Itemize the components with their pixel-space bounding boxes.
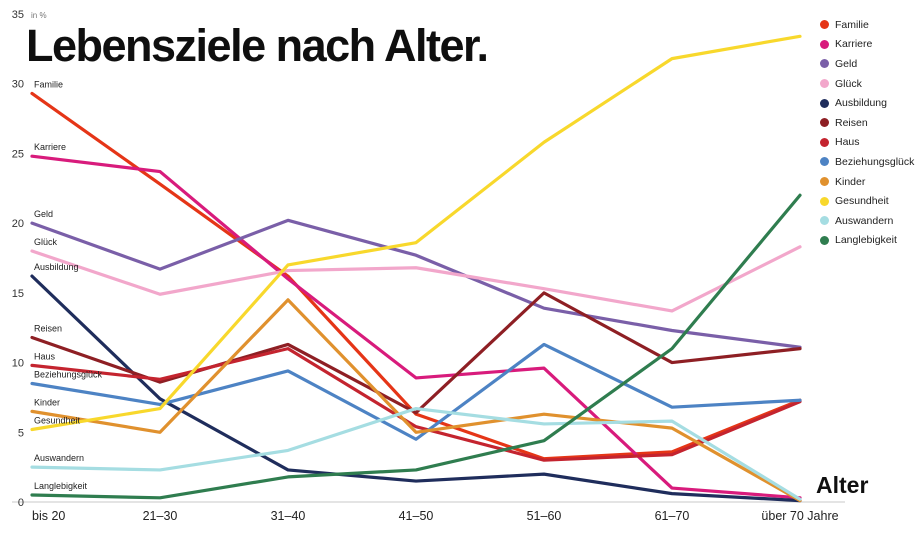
chart-title: Lebensziele nach Alter. (26, 20, 489, 71)
x-tick-label: 51–60 (527, 509, 562, 523)
legend-dot-beziehungsglck (820, 157, 829, 167)
y-axis-unit: in % (31, 11, 47, 20)
x-tick-label: bis 20 (32, 509, 65, 523)
x-tick-label: 61–70 (655, 509, 690, 523)
series-start-label-glck: Glück (34, 237, 58, 247)
x-tick-label: über 70 Jahre (761, 509, 838, 523)
legend-item-haus: Haus (820, 133, 914, 153)
x-tick-label: 41–50 (399, 509, 434, 523)
y-tick-label: 30 (12, 79, 24, 91)
series-start-label-haus: Haus (34, 351, 56, 361)
legend: Familie Karriere Geld Glück Ausbildung Reisen… (820, 15, 914, 250)
series-start-label-reisen: Reisen (34, 323, 62, 333)
legend-label-ausbildung: Ausbildung (835, 97, 887, 110)
series-start-label-gesundheit: Gesundheit (34, 415, 81, 425)
line-beziehungsglck (30, 342, 802, 441)
line-reisen (30, 291, 802, 415)
legend-label-kinder: Kinder (835, 175, 866, 188)
legend-dot-haus (820, 137, 829, 147)
series-start-label-auswandern: Auswandern (34, 453, 84, 463)
series-start-label-geld: Geld (34, 209, 53, 219)
line-auswandern (30, 406, 802, 501)
series-start-label-ausbildung: Ausbildung (34, 262, 79, 272)
series-start-label-karriere: Karriere (34, 142, 66, 152)
y-tick-label: 35 (12, 9, 24, 21)
legend-dot-langlebigkeit (820, 235, 829, 245)
legend-dot-reisen (820, 118, 829, 128)
legend-dot-glck (820, 79, 829, 89)
legend-label-haus: Haus (835, 136, 860, 149)
line-gesundheit (30, 34, 802, 432)
line-langlebigkeit (30, 193, 802, 500)
legend-item-kinder: Kinder (820, 172, 914, 192)
line-glck (30, 245, 802, 313)
legend-dot-gesundheit (820, 196, 829, 206)
legend-dot-kinder (820, 177, 829, 187)
y-tick-label: 10 (12, 358, 24, 370)
legend-item-geld: Geld (820, 54, 914, 74)
legend-item-beziehungsglck: Beziehungsglück (820, 152, 914, 172)
legend-label-auswandern: Auswandern (835, 214, 894, 227)
legend-item-auswandern: Auswandern (820, 211, 914, 231)
legend-item-gesundheit: Gesundheit (820, 191, 914, 211)
series-start-label-beziehungsglck: Beziehungsglück (34, 369, 103, 379)
line-karriere (30, 154, 802, 500)
legend-label-karriere: Karriere (835, 38, 873, 51)
y-tick-label: 20 (12, 218, 24, 230)
line-haus (30, 347, 802, 462)
legend-dot-familie (820, 20, 829, 30)
x-tick-label: 31–40 (271, 509, 306, 523)
legend-dot-ausbildung (820, 98, 829, 108)
x-axis-title: Alter (816, 472, 869, 498)
line-ausbildung (30, 274, 802, 503)
legend-dot-geld (820, 59, 829, 69)
legend-label-geld: Geld (835, 57, 858, 70)
y-tick-label: 25 (12, 148, 24, 160)
legend-item-langlebigkeit: Langlebigkeit (820, 231, 914, 251)
y-tick-label: 5 (18, 427, 24, 439)
y-tick-label: 0 (18, 497, 24, 509)
series-start-label-langlebigkeit: Langlebigkeit (34, 481, 88, 491)
line-kinder (30, 298, 802, 503)
legend-item-karriere: Karriere (820, 35, 914, 55)
legend-item-ausbildung: Ausbildung (820, 93, 914, 113)
legend-label-reisen: Reisen (835, 116, 868, 129)
x-tick-label: 21–30 (143, 509, 178, 523)
line-familie (30, 91, 802, 461)
legend-label-glck: Glück (835, 77, 862, 90)
series-start-label-familie: Familie (34, 79, 63, 89)
line-geld (30, 218, 802, 349)
legend-dot-auswandern (820, 216, 829, 226)
legend-item-reisen: Reisen (820, 113, 914, 133)
legend-dot-karriere (820, 39, 829, 49)
legend-label-langlebigkeit: Langlebigkeit (835, 234, 897, 247)
legend-label-familie: Familie (835, 18, 869, 31)
legend-label-gesundheit: Gesundheit (835, 195, 889, 208)
legend-item-familie: Familie (820, 15, 914, 35)
legend-item-glck: Glück (820, 74, 914, 94)
y-tick-label: 15 (12, 288, 24, 300)
legend-label-beziehungsglck: Beziehungsglück (835, 155, 915, 168)
series-start-label-kinder: Kinder (34, 397, 60, 407)
